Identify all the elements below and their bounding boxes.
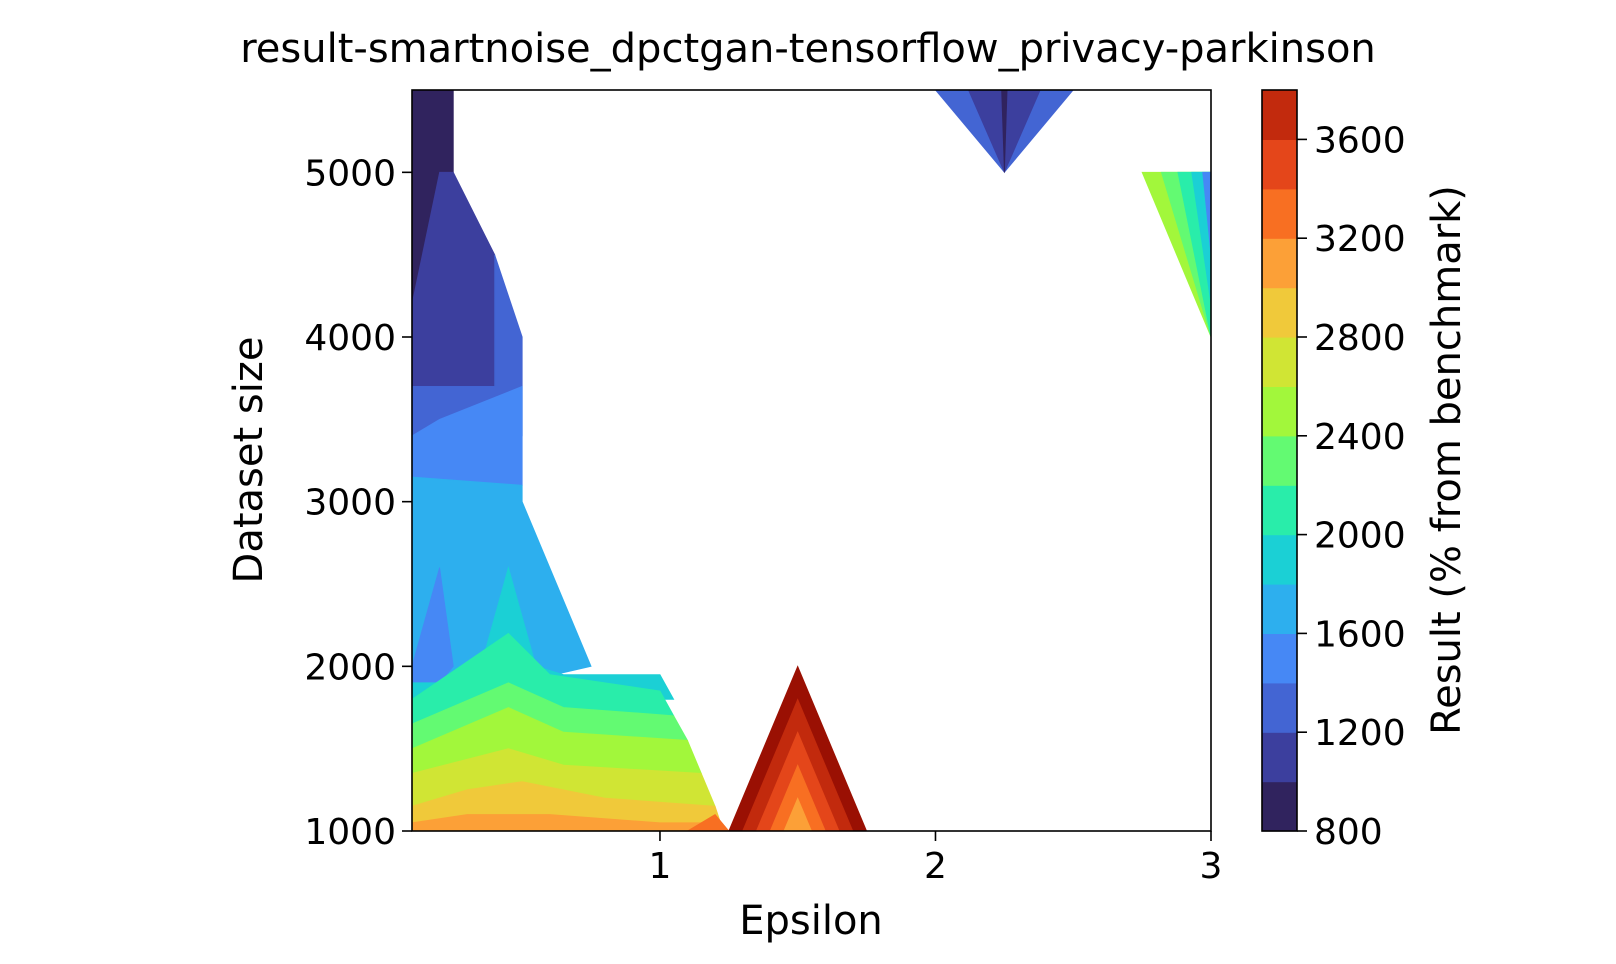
colorbar-segment <box>1262 633 1297 684</box>
colorbar-tick-label: 1600 <box>1314 614 1406 655</box>
colorbar-tick-label: 3200 <box>1314 219 1406 260</box>
colorbar-tick-label: 1200 <box>1314 713 1406 754</box>
x-axis-label: Epsilon <box>739 898 883 944</box>
colorbar-segment <box>1262 682 1297 733</box>
x-tick-label: 1 <box>649 846 672 887</box>
y-tick-label: 5000 <box>304 153 396 194</box>
colorbar-segment <box>1262 781 1297 832</box>
plot-frame <box>411 89 1212 832</box>
colorbar-tick-label: 2400 <box>1314 417 1406 458</box>
x-axis: 1 2 3 <box>649 831 1223 887</box>
x-tick-label: 2 <box>924 846 947 887</box>
y-axis-label: Dataset size <box>226 337 272 584</box>
x-tick-label: 3 <box>1200 846 1223 887</box>
colorbar-segment <box>1262 238 1297 289</box>
colorbar-segment <box>1262 337 1297 387</box>
colorbar-segment <box>1262 732 1297 783</box>
colorbar-tick-label: 3600 <box>1314 120 1406 161</box>
y-tick-label: 3000 <box>304 483 396 524</box>
colorbar-tick-label: 800 <box>1314 812 1383 853</box>
colorbar-segment <box>1262 386 1297 437</box>
colorbar-ticks: 800 1200 1600 2000 2400 2800 3200 3600 <box>1297 120 1406 853</box>
colorbar-segment <box>1262 485 1297 536</box>
y-tick-label: 1000 <box>304 812 396 853</box>
colorbar-label: Result (% from benchmark) <box>1424 185 1470 735</box>
colorbar-tick-label: 2000 <box>1314 516 1406 557</box>
contour-plot-area <box>411 89 1212 832</box>
colorbar-tick-label: 2800 <box>1314 318 1406 359</box>
colorbar-frame <box>1261 89 1298 832</box>
colorbar-segment <box>1262 435 1297 486</box>
colorbar-segment <box>1262 188 1297 239</box>
y-axis: 1000 2000 3000 4000 5000 <box>304 153 412 853</box>
colorbar-segment <box>1262 287 1297 338</box>
colorbar-segment <box>1262 139 1297 190</box>
colorbar <box>1262 90 1297 832</box>
chart-title: result-smartnoise_dpctgan-tensorflow_pri… <box>240 26 1376 72</box>
y-tick-label: 2000 <box>304 647 396 688</box>
colorbar-segment <box>1262 584 1297 634</box>
colorbar-segment <box>1262 90 1297 140</box>
colorbar-segment <box>1262 534 1297 585</box>
y-tick-label: 4000 <box>304 318 396 359</box>
